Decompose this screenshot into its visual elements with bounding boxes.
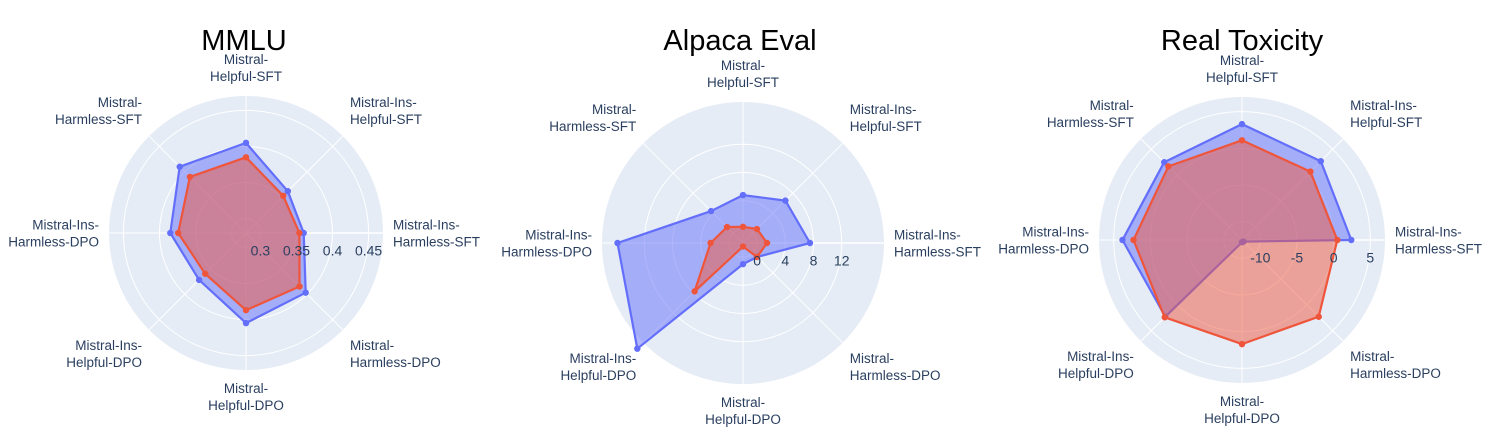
series-2-point-3 xyxy=(242,154,250,161)
angular-axis-label: Mistral-Ins-Helpful-DPO xyxy=(1058,349,1134,381)
angular-axis-label: Mistral-Helpful-DPO xyxy=(208,381,284,413)
series-1-point-2 xyxy=(1317,157,1325,165)
angular-axis-label: Mistral-Ins-Harmless-SFT xyxy=(894,228,981,260)
series-1-point-4 xyxy=(1161,159,1168,166)
series-1-point-6 xyxy=(195,276,203,284)
radial-tick-label: 0.4 xyxy=(323,242,343,258)
angular-axis-label: Mistral-Ins-Helpful-DPO xyxy=(560,351,636,383)
series-1-point-1 xyxy=(806,239,814,247)
series-2-point-8 xyxy=(753,253,761,261)
angular-axis-label: Mistral-Helpful-DPO xyxy=(705,395,781,427)
series-1-point-5 xyxy=(167,229,174,237)
angular-axis-label: Mistral-Ins-Harmless-DPO xyxy=(501,228,592,260)
series-1-point-5 xyxy=(614,239,621,247)
series-2-point-6 xyxy=(1161,314,1168,321)
series-2-point-1 xyxy=(296,229,303,237)
angular-axis-label: Mistral-Helpful-SFT xyxy=(210,52,282,84)
angular-axis-label: Mistral-Ins-Helpful-SFT xyxy=(1350,98,1422,130)
radial-tick-label: 0.45 xyxy=(355,242,382,258)
series-2-point-5 xyxy=(707,239,714,247)
angular-axis-label: Mistral-Harmless-DPO xyxy=(1350,349,1441,381)
series-2-point-8 xyxy=(1315,313,1322,320)
angular-axis-label: Mistral-Ins-Harmless-DPO xyxy=(998,225,1089,257)
angular-axis-label: Mistral-Harmless-DPO xyxy=(850,351,941,383)
series-2-point-2 xyxy=(753,225,761,233)
angular-axis-label: Mistral-Helpful-SFT xyxy=(1206,53,1278,85)
series-2-point-1 xyxy=(1334,236,1341,244)
radial-tick-label: -10 xyxy=(1250,249,1270,265)
angular-axis-label: Mistral-Harmless-SFT xyxy=(549,102,636,134)
radial-tick-label: 0 xyxy=(1330,249,1338,265)
series-2-point-4 xyxy=(186,173,194,181)
series-2-point-6 xyxy=(691,288,698,295)
series-1-point-7 xyxy=(242,319,250,327)
angular-axis-label: Mistral-Harmless-SFT xyxy=(1047,98,1134,130)
angular-axis-label: Mistral-Ins-Harmless-SFT xyxy=(1395,225,1482,257)
series-1-point-2 xyxy=(782,197,789,204)
series-2-point-6 xyxy=(202,270,209,277)
series-2-point-3 xyxy=(1238,137,1246,144)
series-1-point-4 xyxy=(176,163,183,170)
radial-tick-label: 12 xyxy=(834,252,850,268)
series-2-point-3 xyxy=(739,223,747,230)
radial-tick-label: 0.3 xyxy=(251,242,271,258)
angular-axis-label: Mistral-Ins-Harmless-DPO xyxy=(8,218,99,250)
angular-axis-label: Mistral-Ins-Harmless-SFT xyxy=(393,218,480,250)
series-2-point-2 xyxy=(280,192,287,199)
chart-title: Real Toxicity xyxy=(1161,25,1324,57)
series-2-point-5 xyxy=(175,229,182,237)
series-2-point-5 xyxy=(1130,236,1137,244)
series-2-point-7 xyxy=(242,306,250,314)
angular-axis-label: Mistral-Harmless-DPO xyxy=(350,338,441,370)
series-1-point-2 xyxy=(284,187,292,195)
series-2-point-7 xyxy=(739,243,747,250)
series-2-point-8 xyxy=(296,283,303,290)
angular-axis-label: Mistral-Ins-Helpful-SFT xyxy=(350,95,422,127)
radial-tick-label: 8 xyxy=(810,252,818,268)
series-2-point-4 xyxy=(1165,163,1172,170)
radar-chart-2: 0 4 8 12 Mistral-Ins-Harmless-SFT Mistral-Ins… xyxy=(501,58,981,427)
series-2-point-1 xyxy=(763,239,771,247)
radial-tick-label: 0 xyxy=(753,252,761,268)
angular-axis-label: Mistral-Ins-Helpful-SFT xyxy=(850,102,922,134)
series-1-point-3 xyxy=(1238,120,1246,128)
chart-title: Alpaca Eval xyxy=(663,25,816,57)
radial-tick-label: 5 xyxy=(1366,249,1374,265)
angular-axis-label: Mistral-Ins-Helpful-DPO xyxy=(66,338,142,370)
radial-tick-label: -5 xyxy=(1291,249,1304,265)
series-1-point-3 xyxy=(739,191,747,199)
series-1-point-3 xyxy=(242,139,250,147)
series-2-point-7 xyxy=(1238,340,1246,348)
series-1-point-7 xyxy=(739,260,747,268)
radar-chart-1: 0.3 0.35 0.4 0.45 Mistral-Ins-Harmless-SFT Mi… xyxy=(8,52,480,413)
series-1-point-8 xyxy=(302,289,309,296)
series-1-point-6 xyxy=(634,345,641,352)
angular-axis-label: Mistral-Helpful-DPO xyxy=(1204,394,1280,426)
angular-axis-label: Mistral-Harmless-SFT xyxy=(55,95,142,127)
series-1-point-5 xyxy=(1119,236,1126,244)
series-2-point-4 xyxy=(723,223,731,231)
radial-tick-label: 0.35 xyxy=(283,242,310,258)
series-1-point-4 xyxy=(707,207,715,215)
chart-title: MMLU xyxy=(201,25,286,57)
radar-chart-3: -10 -5 0 5 Mistral-Ins-Harmless-SFT Mistral-I… xyxy=(998,53,1482,426)
series-1-point-1 xyxy=(1348,236,1355,244)
angular-axis-label: Mistral-Helpful-SFT xyxy=(707,58,779,90)
radial-tick-label: 4 xyxy=(781,252,789,268)
series-2-point-2 xyxy=(1307,168,1314,175)
